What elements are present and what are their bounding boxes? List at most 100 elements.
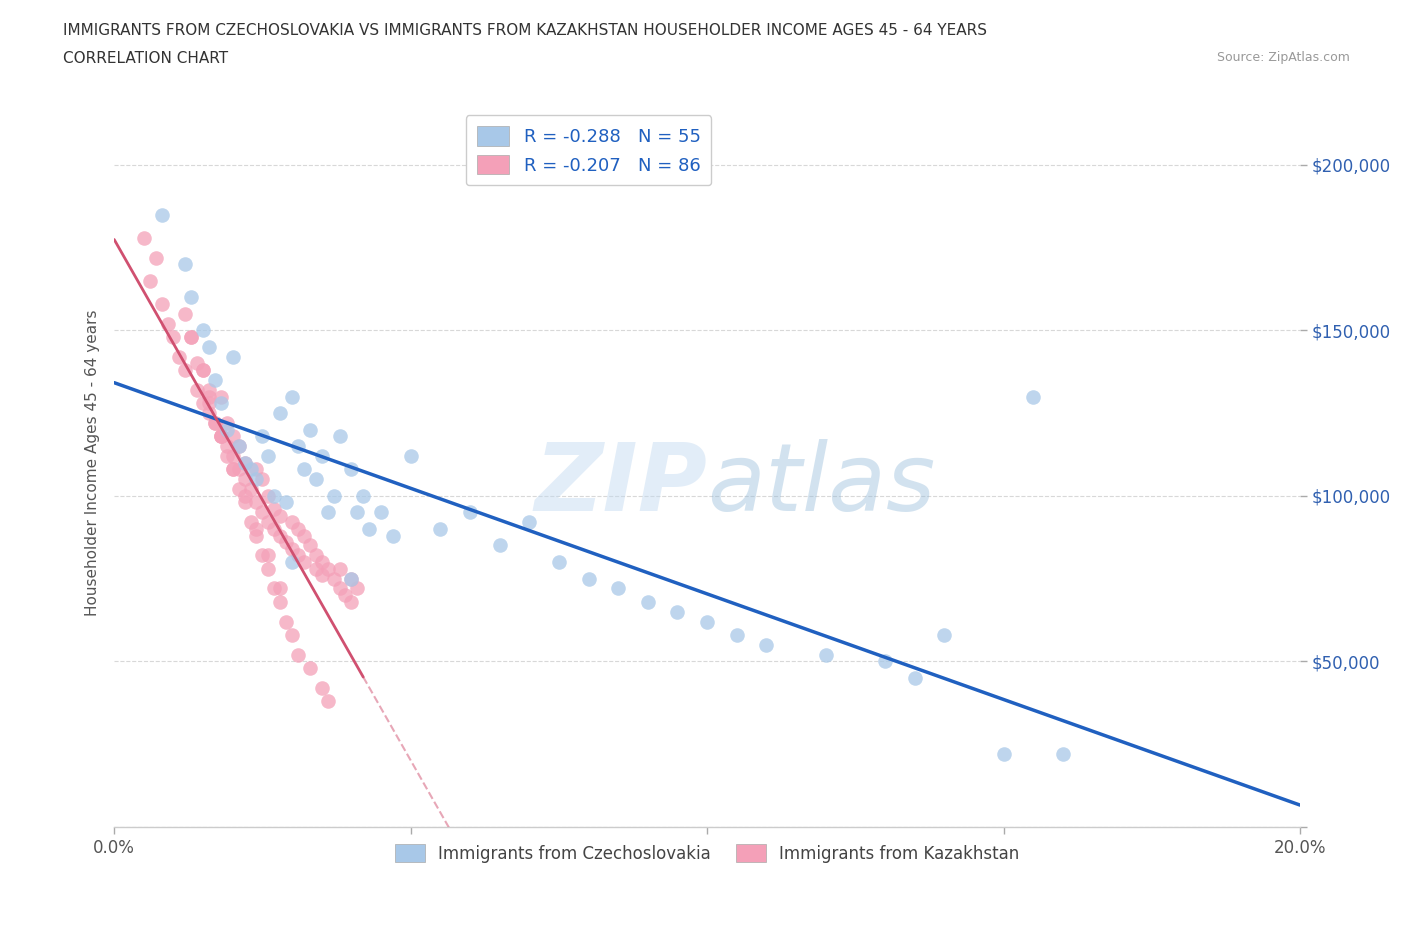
Point [607,581,630,596]
Point [132,231,155,246]
Text: IMMIGRANTS FROM CZECHOSLOVAKIA VS IMMIGRANTS FROM KAZAKHSTAN HOUSEHOLDER INCOME : IMMIGRANTS FROM CZECHOSLOVAKIA VS IMMIGR… [63,23,987,38]
Point [257,515,280,530]
Point [215,448,238,463]
Point [257,448,280,463]
Point [257,548,280,563]
Point [209,429,232,444]
Point [352,488,374,503]
Point [209,395,232,410]
Point [322,571,344,586]
Point [233,495,256,510]
Point [340,462,363,477]
Point [174,363,197,378]
Point [305,561,328,576]
Point [233,472,256,486]
Point [162,329,184,344]
Point [305,548,328,563]
Point [328,561,350,576]
Point [233,456,256,471]
Point [370,505,392,520]
Point [287,522,309,537]
Point [252,429,274,444]
Point [458,505,481,520]
Point [239,482,262,497]
Point [209,429,232,444]
Point [305,472,328,486]
Point [335,588,357,603]
Point [245,462,267,477]
Point [169,350,191,365]
Point [198,382,221,397]
Point [287,439,309,454]
Point [198,405,221,420]
Point [666,604,689,619]
Point [204,416,226,431]
Point [316,505,339,520]
Point [873,654,896,669]
Point [198,395,221,410]
Point [381,528,404,543]
Point [298,538,321,552]
Point [904,671,927,685]
Point [156,316,179,331]
Point [233,488,256,503]
Point [269,528,291,543]
Point [269,581,291,596]
Point [239,515,262,530]
Point [311,680,333,695]
Point [346,581,368,596]
Point [180,329,202,344]
Point [233,456,256,471]
Point [263,581,285,596]
Point [696,614,718,629]
Point [399,448,422,463]
Point [322,488,344,503]
Point [316,694,339,709]
Point [191,395,214,410]
Point [228,462,250,477]
Point [311,568,333,583]
Point [186,382,208,397]
Point [993,747,1015,762]
Point [198,389,221,404]
Point [578,571,600,586]
Point [228,482,250,497]
Y-axis label: Householder Income Ages 45 - 64 years: Householder Income Ages 45 - 64 years [86,310,100,616]
Legend: Immigrants from Czechoslovakia, Immigrants from Kazakhstan: Immigrants from Czechoslovakia, Immigran… [388,837,1026,870]
Point [191,363,214,378]
Point [725,628,748,643]
Point [222,462,245,477]
Point [429,522,451,537]
Text: atlas: atlas [707,439,935,530]
Point [269,405,291,420]
Point [209,389,232,404]
Text: ZIP: ZIP [534,439,707,530]
Point [222,350,245,365]
Point [245,495,267,510]
Point [548,554,571,569]
Point [180,329,202,344]
Point [174,306,197,321]
Point [180,290,202,305]
Point [340,571,363,586]
Text: Source: ZipAtlas.com: Source: ZipAtlas.com [1216,51,1350,64]
Point [228,439,250,454]
Point [269,594,291,609]
Point [222,462,245,477]
Point [252,505,274,520]
Point [281,389,304,404]
Point [281,554,304,569]
Point [311,448,333,463]
Point [222,429,245,444]
Point [328,581,350,596]
Text: CORRELATION CHART: CORRELATION CHART [63,51,228,66]
Point [245,528,267,543]
Point [517,515,540,530]
Point [150,207,173,222]
Point [204,416,226,431]
Point [755,637,778,652]
Point [215,439,238,454]
Point [292,528,315,543]
Point [281,515,304,530]
Point [257,488,280,503]
